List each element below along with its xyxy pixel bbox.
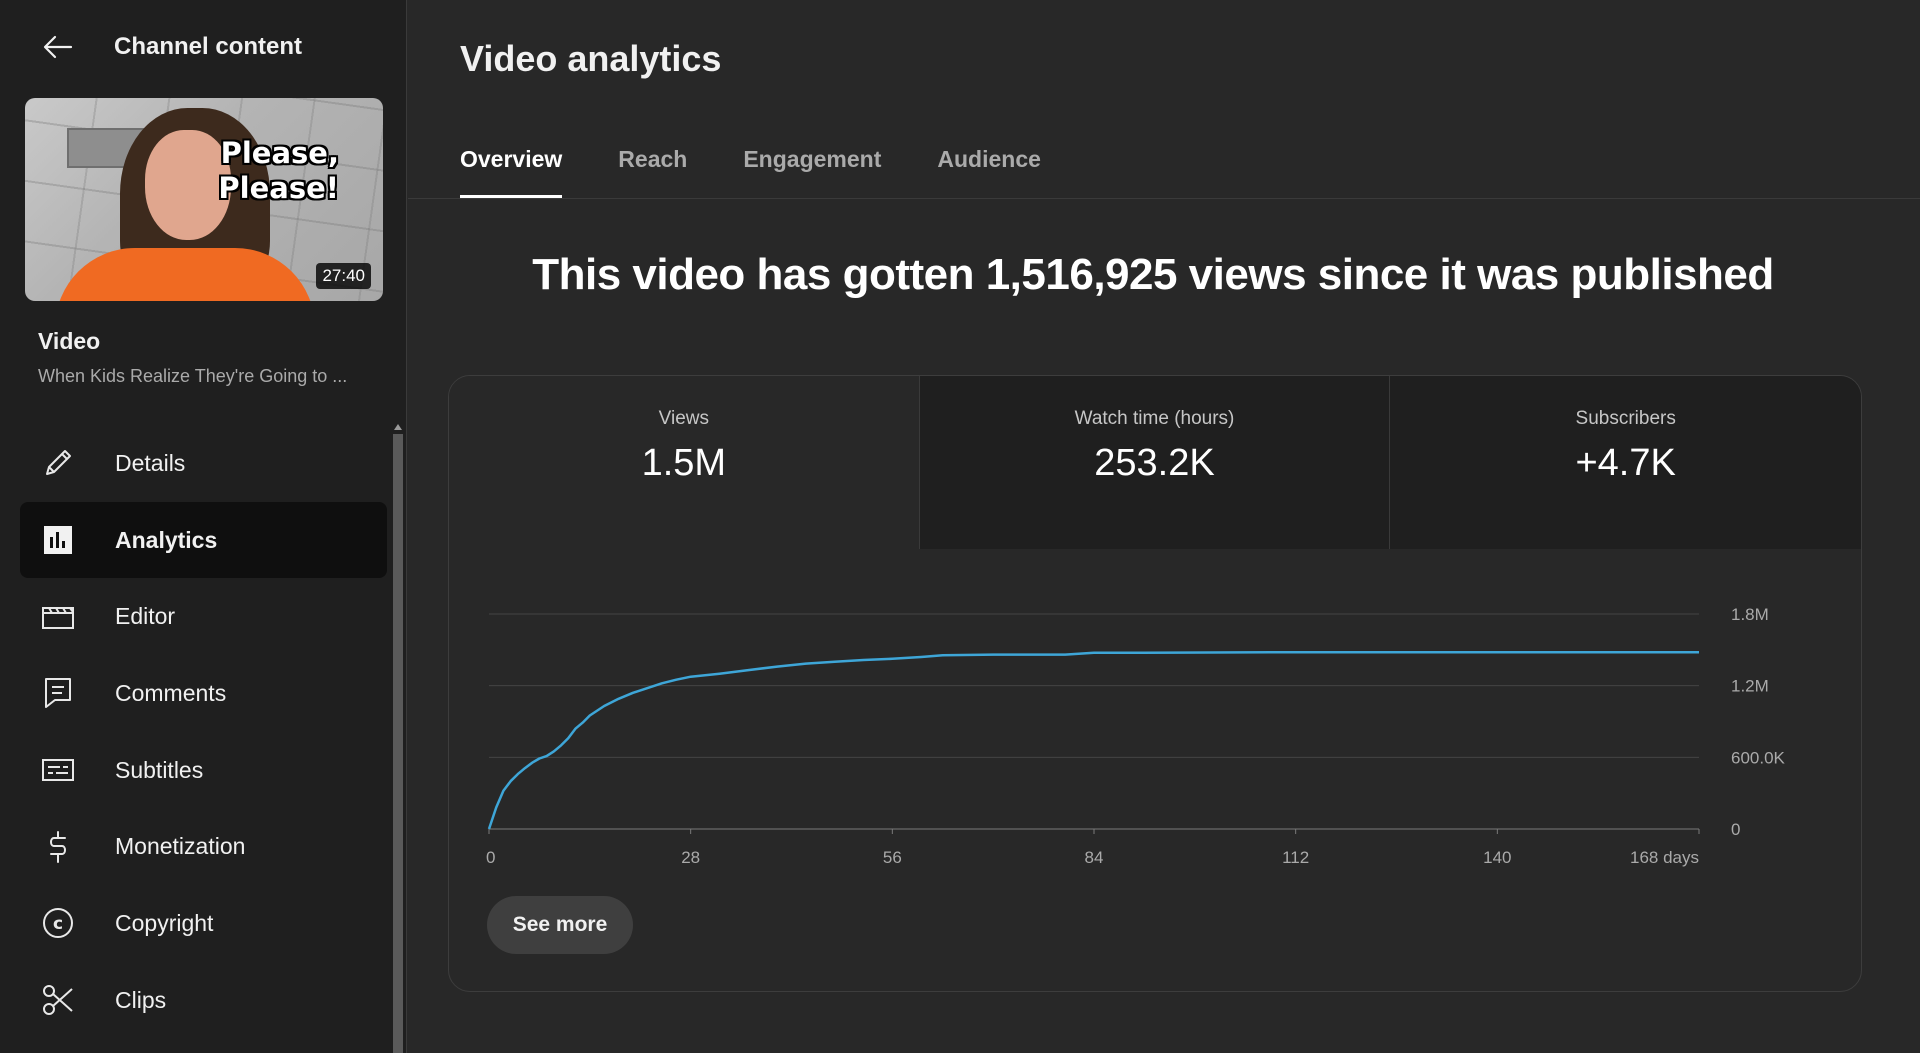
tab-engagement[interactable]: Engagement: [743, 146, 882, 172]
dollar-icon: [38, 827, 78, 867]
clapperboard-icon: [38, 597, 78, 637]
main-content: Video analytics Overview Reach Engagemen…: [408, 0, 1920, 1053]
sidebar-item-analytics[interactable]: Analytics: [20, 501, 387, 579]
tab-reach[interactable]: Reach: [618, 146, 688, 172]
svg-text:c: c: [53, 914, 63, 934]
x-tick-label: 56: [883, 848, 902, 867]
y-tick-label: 600.0K: [1731, 748, 1786, 767]
thumbnail-person-face: [145, 130, 231, 240]
sidebar-item-details[interactable]: Details: [20, 425, 387, 502]
sidebar-item-label: Details: [115, 449, 186, 476]
metric-label: Subscribers: [1575, 408, 1676, 429]
video-duration-badge: 27:40: [316, 263, 371, 289]
subtitles-icon: [38, 750, 78, 790]
sidebar-nav: Details Analytics Editor Comments Subtit…: [0, 425, 392, 1039]
sidebar-item-subtitles[interactable]: Subtitles: [20, 732, 387, 809]
sidebar-header: Channel content: [0, 22, 406, 72]
sidebar-item-monetization[interactable]: Monetization: [20, 808, 387, 885]
sidebar-item-label: Analytics: [115, 526, 218, 553]
scroll-up-arrow-icon[interactable]: [394, 424, 402, 430]
scissors-icon: [38, 980, 78, 1020]
sidebar-item-comments[interactable]: Comments: [20, 655, 387, 732]
sidebar-item-label: Subtitles: [115, 756, 204, 783]
thumbnail-caption: Please, Please!: [218, 136, 339, 205]
sidebar-item-clips[interactable]: Clips: [20, 962, 387, 1039]
metric-label: Watch time (hours): [1074, 408, 1235, 429]
tab-overview[interactable]: Overview: [460, 138, 563, 198]
views-series-line: [487, 650, 1699, 830]
tab-audience[interactable]: Audience: [937, 146, 1041, 172]
analytics-tabs: Overview Reach Engagement Audience: [460, 138, 1097, 198]
pencil-icon: [38, 443, 78, 483]
analytics-icon: [38, 520, 78, 560]
y-tick-label: 1.8M: [1731, 605, 1769, 624]
sidebar-item-label: Monetization: [115, 833, 246, 860]
thumbnail-person-body: [55, 248, 315, 301]
sidebar-item-label: Comments: [115, 679, 227, 706]
sidebar-item-editor[interactable]: Editor: [20, 578, 387, 655]
sidebar: Channel content Please, Please! 27:40 Vi…: [0, 0, 407, 1053]
metric-views[interactable]: Views 1.5M: [449, 376, 920, 549]
metric-tabs: Views 1.5M Watch time (hours) 253.2K Sub…: [449, 376, 1861, 549]
page-title: Video analytics: [460, 38, 722, 79]
metric-label: Views: [658, 408, 709, 429]
x-tick-label: 0: [486, 848, 495, 867]
back-arrow-icon: [43, 35, 73, 59]
metric-watch-time[interactable]: Watch time (hours) 253.2K: [919, 376, 1391, 549]
sidebar-title: Channel content: [114, 33, 303, 60]
views-line-chart[interactable]: 0 600.0K 1.2M 1.8M 0 28 56 84 112 140 168 days: [449, 549, 1862, 869]
x-tick-label: 140: [1483, 848, 1511, 867]
sidebar-item-label: Copyright: [115, 909, 214, 936]
see-more-button[interactable]: See more: [487, 896, 633, 954]
y-tick-label: 1.2M: [1731, 677, 1769, 696]
metric-value: 1.5M: [641, 442, 727, 484]
sidebar-scrollbar[interactable]: [392, 424, 404, 1053]
video-title: When Kids Realize They're Going to ...: [38, 366, 348, 386]
sidebar-item-copyright[interactable]: c Copyright: [20, 885, 387, 962]
sidebar-item-label: Clips: [115, 986, 167, 1013]
copyright-icon: c: [38, 903, 78, 943]
video-label: Video: [38, 328, 101, 354]
metrics-card: Views 1.5M Watch time (hours) 253.2K Sub…: [448, 375, 1862, 992]
comment-icon: [38, 673, 78, 713]
back-button[interactable]: [33, 22, 83, 72]
metric-value: +4.7K: [1575, 442, 1676, 484]
x-tick-label: 112: [1282, 848, 1309, 867]
sidebar-item-label: Editor: [115, 603, 176, 630]
scrollbar-thumb[interactable]: [393, 434, 403, 1053]
metric-subscribers[interactable]: Subscribers +4.7K: [1390, 376, 1861, 549]
tabs-divider: [408, 198, 1920, 199]
video-thumbnail[interactable]: Please, Please! 27:40: [25, 98, 383, 301]
y-tick-label: 0: [1731, 820, 1740, 839]
x-tick-label: 168 days: [1630, 848, 1699, 867]
x-tick-label: 28: [681, 848, 700, 867]
views-headline: This video has gotten 1,516,925 views si…: [532, 250, 1774, 299]
x-tick-label: 84: [1085, 848, 1104, 867]
metric-value: 253.2K: [1094, 442, 1215, 484]
